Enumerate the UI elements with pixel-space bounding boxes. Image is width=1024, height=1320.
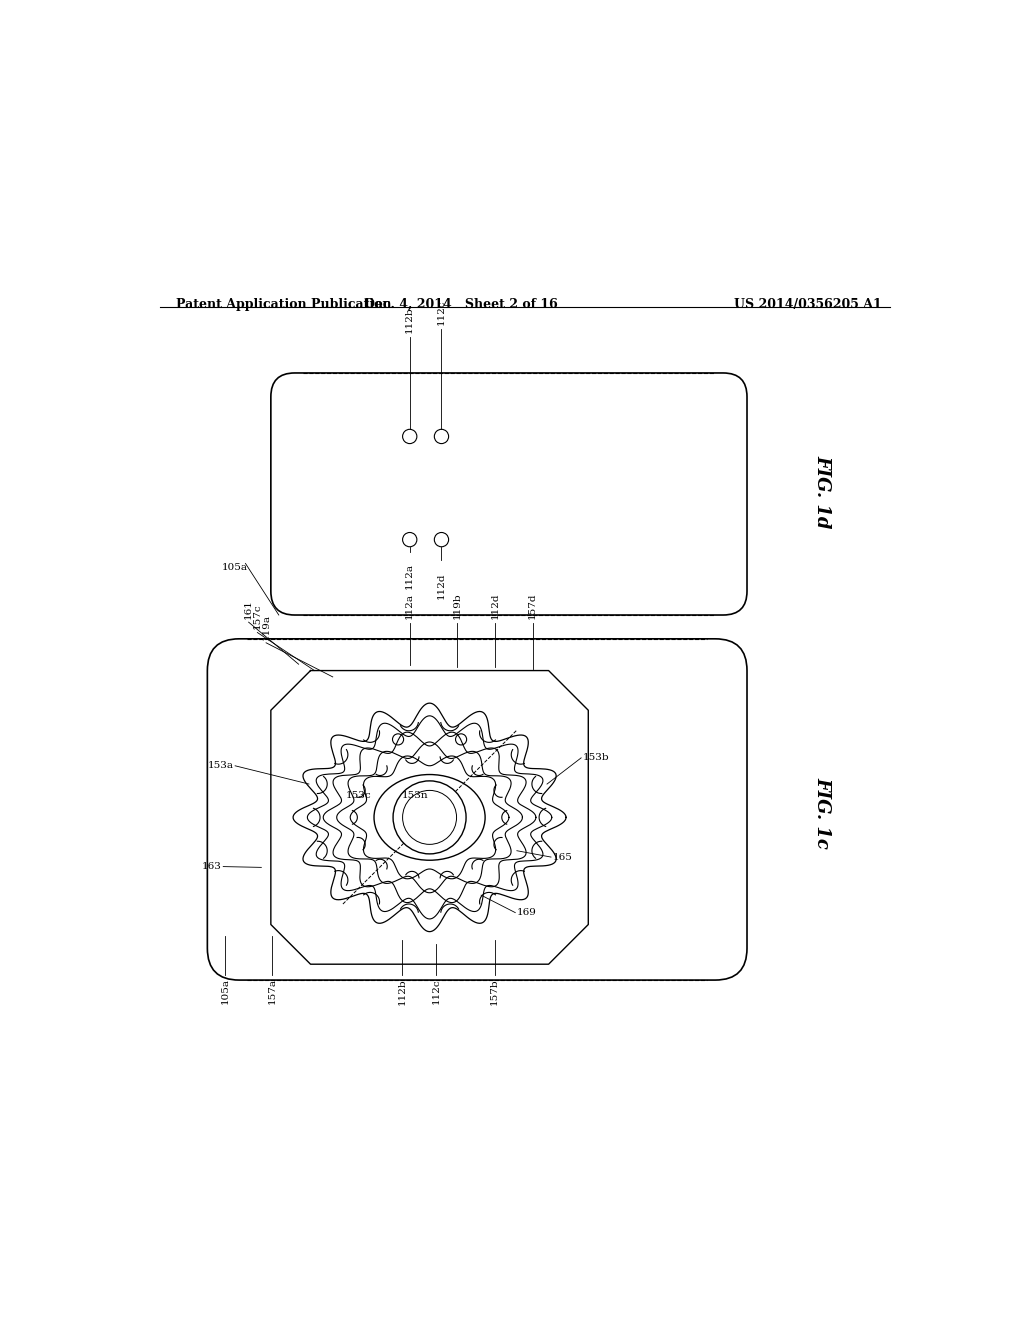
Text: 157a: 157a [268,978,276,1005]
Text: 153a: 153a [208,762,233,771]
Text: 163: 163 [202,862,221,871]
Text: 119a: 119a [261,614,270,640]
Text: 105a: 105a [220,978,229,1005]
Text: 157c: 157c [253,603,262,630]
Text: 112c: 112c [437,300,446,325]
Text: 112d: 112d [437,572,446,599]
Text: 112c: 112c [431,978,440,1005]
Text: 161: 161 [244,599,253,619]
Text: 112a: 112a [406,593,415,619]
Text: 157d: 157d [528,593,538,619]
Text: 105a: 105a [222,564,248,573]
Text: 153c: 153c [345,791,371,800]
Text: 112b: 112b [397,978,407,1005]
Text: 112d: 112d [490,593,500,619]
Text: 165: 165 [553,853,572,862]
Text: 153n: 153n [402,791,429,800]
Text: 157b: 157b [490,978,499,1005]
Text: US 2014/0356205 A1: US 2014/0356205 A1 [734,297,882,310]
Text: FIG. 1c: FIG. 1c [813,777,831,849]
Text: 112b: 112b [406,306,415,333]
Text: FIG. 1d: FIG. 1d [813,455,831,529]
Text: Patent Application Publication: Patent Application Publication [176,297,391,310]
Text: 153b: 153b [583,754,609,763]
Text: Dec. 4, 2014   Sheet 2 of 16: Dec. 4, 2014 Sheet 2 of 16 [365,297,558,310]
Text: 169: 169 [517,908,537,917]
Text: 112a: 112a [406,564,415,590]
Text: 119b: 119b [453,593,462,619]
